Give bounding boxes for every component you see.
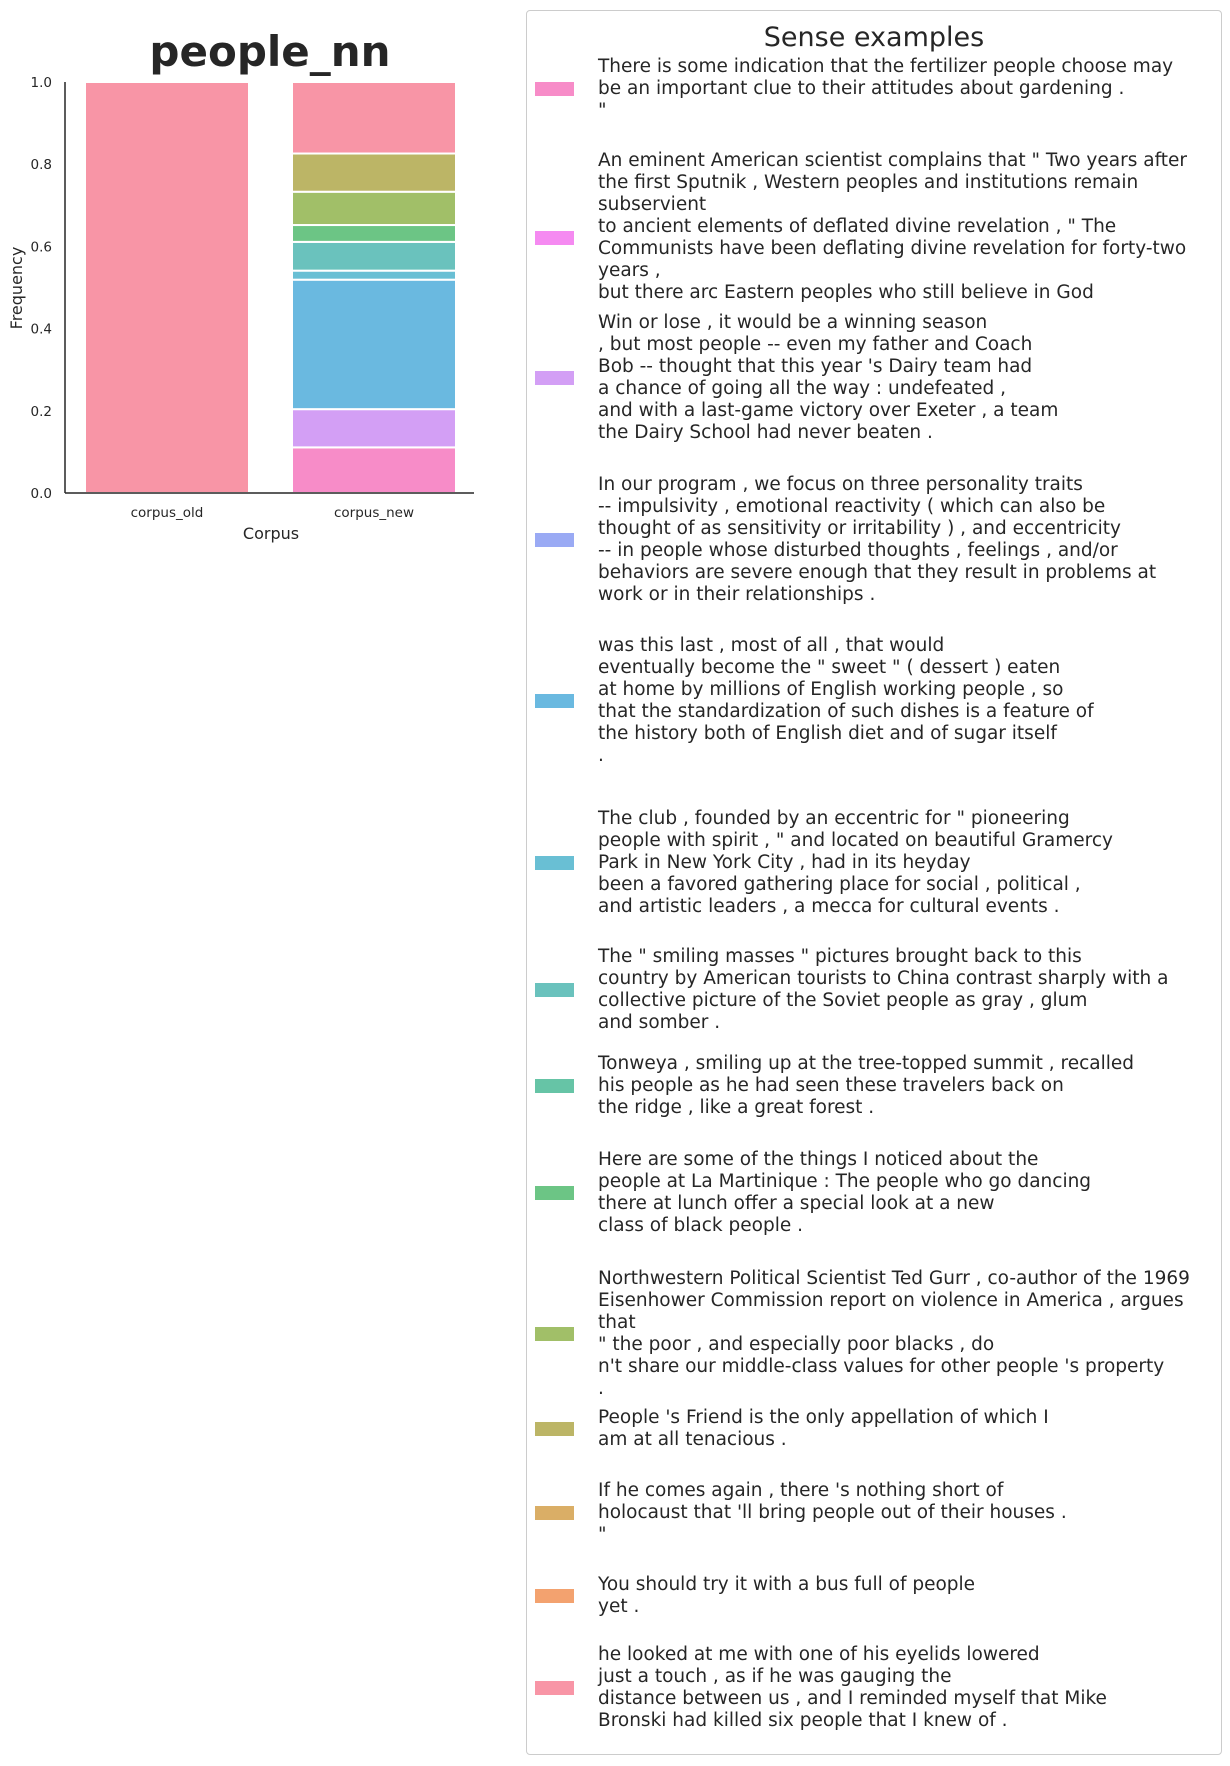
- stacked-bar-chart: people_nn 0.00.20.40.60.81.0 corpus_old c…: [7, 27, 474, 543]
- legend-entry-text: Win or lose , it would be a winning seas…: [598, 312, 1059, 443]
- legend-entry: he looked at me with one of his eyelids …: [535, 1644, 1215, 1732]
- legend-swatch: [535, 694, 574, 708]
- bar-segment-corpus_old-13: [84, 81, 250, 494]
- bar-segment-corpus_new-0: [291, 446, 457, 494]
- x-axis-label: Corpus: [243, 524, 299, 543]
- legend-entry: Win or lose , it would be a winning seas…: [535, 312, 1215, 444]
- legend-entry: There is some indication that the fertil…: [535, 56, 1215, 122]
- chart-title: people_nn: [149, 27, 390, 76]
- legend-entry: The club , founded by an eccentric for "…: [535, 808, 1215, 918]
- bar-segment-corpus_new-4: [291, 278, 457, 411]
- legend-entry: Here are some of the things I noticed ab…: [535, 1149, 1215, 1237]
- y-tick-label: 0.4: [31, 322, 52, 338]
- legend-swatch: [535, 1681, 574, 1695]
- legend-swatch: [535, 231, 574, 245]
- x-tick-label: corpus_new: [334, 505, 414, 521]
- y-ticks: 0.0 0.2 0.4 0.6 0.8 1.0: [31, 75, 52, 502]
- legend-title: Sense examples: [763, 22, 985, 53]
- legend-entry-text: An eminent American scientist complains …: [598, 150, 1187, 325]
- y-tick-label: 0.2: [31, 404, 52, 420]
- legend-entry: People 's Friend is the only appellation…: [535, 1407, 1215, 1451]
- y-tick-label: 0.6: [31, 239, 52, 255]
- legend: Sense examples There is some indication …: [526, 10, 1222, 1755]
- y-tick-label: 0.0: [31, 486, 52, 502]
- legend-entry-text: he looked at me with one of his eyelids …: [598, 1644, 1107, 1731]
- legend-entry-text: Here are some of the things I noticed ab…: [598, 1149, 1092, 1236]
- bar-segment-corpus_new-8: [291, 224, 457, 243]
- legend-entry-text: Northwestern Political Scientist Ted Gur…: [598, 1268, 1190, 1399]
- bar-segment-corpus_new-9: [291, 190, 457, 227]
- bar-segment-corpus_new-2: [291, 408, 457, 449]
- legend-swatch: [535, 1327, 574, 1341]
- legend-swatch: [535, 1186, 574, 1200]
- legend-entry-text: People 's Friend is the only appellation…: [598, 1407, 1049, 1450]
- bar-segment-corpus_new-5: [291, 269, 457, 281]
- legend-entry: If he comes again , there 's nothing sho…: [535, 1480, 1215, 1546]
- legend-entry-text: If he comes again , there 's nothing sho…: [598, 1480, 1067, 1545]
- x-ticks: corpus_old corpus_new: [131, 505, 414, 521]
- legend-entry-text: The " smiling masses " pictures brought …: [598, 946, 1169, 1033]
- legend-entry-text: There is some indication that the fertil…: [598, 56, 1174, 121]
- legend-swatch: [535, 82, 574, 96]
- legend-entry: The " smiling masses " pictures brought …: [535, 946, 1215, 1034]
- legend-entry: In our program , we focus on three perso…: [535, 474, 1215, 606]
- legend-swatch: [535, 533, 574, 547]
- legend-entry: Northwestern Political Scientist Ted Gur…: [535, 1268, 1215, 1400]
- legend-entry-text: was this last , most of all , that would…: [598, 635, 1094, 766]
- legend-swatch: [535, 1589, 574, 1603]
- legend-entry: You should try it with a bus full of peo…: [535, 1574, 1215, 1618]
- legend-swatch: [535, 983, 574, 997]
- bar-segment-corpus_new-13: [291, 81, 457, 155]
- legend-swatch: [535, 856, 574, 870]
- legend-entry-text: In our program , we focus on three perso…: [598, 474, 1157, 605]
- legend-entry: Tonweya , smiling up at the tree-topped …: [535, 1053, 1215, 1119]
- bar-segment-corpus_new-6: [291, 240, 457, 272]
- legend-swatch: [535, 1506, 574, 1520]
- legend-swatch: [535, 1079, 574, 1093]
- bar-segment-corpus_new-10: [291, 152, 457, 193]
- legend-entry-text: Tonweya , smiling up at the tree-topped …: [598, 1053, 1135, 1118]
- y-axis-label: Frequency: [7, 247, 26, 330]
- legend-swatch: [535, 371, 574, 385]
- bars-group: [84, 81, 457, 494]
- y-tick-label: 1.0: [31, 75, 52, 91]
- y-tick-label: 0.8: [31, 157, 52, 173]
- legend-entry-text: The club , founded by an eccentric for "…: [598, 808, 1113, 917]
- legend-entry: An eminent American scientist complains …: [535, 150, 1215, 326]
- legend-entry-text: You should try it with a bus full of peo…: [598, 1574, 976, 1617]
- legend-entry: was this last , most of all , that would…: [535, 635, 1215, 767]
- x-tick-label: corpus_old: [131, 505, 204, 521]
- legend-swatch: [535, 1422, 574, 1436]
